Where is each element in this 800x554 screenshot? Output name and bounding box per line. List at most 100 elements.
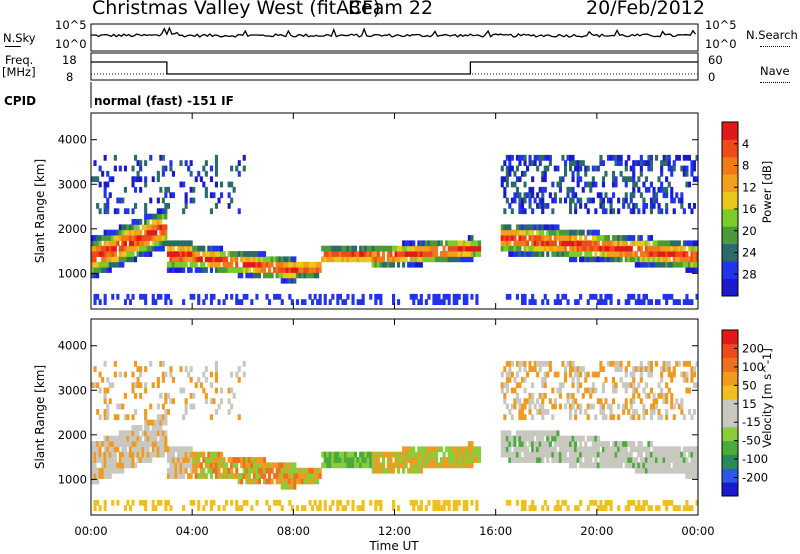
velocity-cell bbox=[128, 451, 132, 458]
velocity-cell bbox=[212, 499, 216, 506]
velocity-cell bbox=[687, 505, 691, 511]
power-cell bbox=[159, 245, 163, 252]
power-cell bbox=[644, 160, 648, 166]
velocity-cell bbox=[290, 483, 294, 490]
power-cell bbox=[682, 170, 686, 177]
velocity-cell bbox=[543, 382, 547, 389]
velocity-cell bbox=[518, 398, 522, 405]
velocity-cell bbox=[647, 505, 651, 511]
power-cell bbox=[136, 240, 140, 247]
power-cell bbox=[548, 154, 552, 161]
power-cell bbox=[187, 267, 191, 273]
power-cell bbox=[579, 251, 583, 257]
power-cell bbox=[131, 293, 135, 300]
power-cell bbox=[220, 267, 224, 273]
power-cell bbox=[134, 154, 138, 161]
power-cell bbox=[546, 229, 550, 236]
velocity-cell bbox=[465, 446, 469, 453]
velocity-cell bbox=[313, 467, 317, 474]
power-cell bbox=[108, 229, 112, 236]
power-cell bbox=[151, 299, 155, 305]
velocity-cell bbox=[536, 398, 540, 405]
velocity-cell bbox=[510, 435, 514, 442]
power-cell bbox=[227, 267, 231, 273]
velocity-cell bbox=[543, 446, 547, 453]
power-cell bbox=[316, 299, 320, 305]
velocity-cell bbox=[505, 441, 509, 447]
velocity-cell bbox=[116, 499, 120, 506]
power-cell bbox=[508, 154, 512, 161]
velocity-cell bbox=[141, 457, 145, 463]
velocity-cell bbox=[574, 414, 578, 421]
power-cell bbox=[609, 245, 613, 252]
power-cell bbox=[101, 170, 105, 177]
velocity-cell bbox=[214, 462, 218, 469]
velocity-cell bbox=[316, 473, 320, 479]
velocity-cell bbox=[576, 435, 580, 442]
velocity-cell bbox=[113, 457, 117, 463]
power-cell bbox=[617, 299, 621, 305]
velocity-cell bbox=[639, 398, 643, 405]
power-cell bbox=[624, 181, 628, 188]
power-cell bbox=[432, 245, 436, 252]
power-cell bbox=[169, 245, 173, 252]
velocity-cell bbox=[389, 457, 393, 463]
velocity-cell bbox=[478, 457, 482, 463]
velocity-cell bbox=[629, 403, 633, 410]
velocity-cell bbox=[548, 446, 552, 453]
velocity-cell bbox=[594, 457, 598, 463]
power-cell bbox=[665, 154, 669, 161]
velocity-cell bbox=[199, 473, 203, 479]
power-cell bbox=[255, 256, 259, 263]
velocity-cell bbox=[374, 451, 378, 458]
power-cell bbox=[222, 261, 226, 268]
power-cell bbox=[98, 208, 102, 215]
power-cell bbox=[93, 235, 97, 241]
power-cell bbox=[101, 245, 105, 252]
power-cell bbox=[121, 261, 125, 268]
velocity-cell bbox=[161, 376, 165, 383]
velocity-cell bbox=[579, 457, 583, 463]
power-cell bbox=[470, 245, 474, 252]
velocity-cell bbox=[432, 462, 436, 469]
colorbar-swatch bbox=[722, 174, 738, 192]
power-cell bbox=[692, 240, 696, 247]
velocity-cell bbox=[108, 382, 112, 389]
velocity-cell bbox=[161, 414, 165, 421]
velocity-cell bbox=[268, 462, 272, 469]
power-cell bbox=[642, 208, 646, 215]
power-cell bbox=[98, 299, 102, 305]
power-cell bbox=[179, 256, 183, 263]
power-cell bbox=[273, 256, 277, 263]
velocity-cell bbox=[655, 398, 659, 405]
power-cell bbox=[343, 299, 347, 305]
power-cell bbox=[131, 240, 135, 247]
velocity-cell bbox=[607, 451, 611, 458]
power-cell bbox=[154, 245, 158, 252]
power-cell bbox=[667, 165, 671, 172]
power-cell bbox=[601, 299, 605, 305]
power-cell bbox=[591, 240, 595, 247]
velocity-cell bbox=[404, 446, 408, 453]
velocity-cell bbox=[407, 446, 411, 453]
nsearch-legend-line bbox=[760, 46, 790, 47]
power-cell bbox=[690, 245, 694, 252]
power-cell bbox=[541, 154, 545, 161]
velocity-cell bbox=[617, 505, 621, 511]
velocity-cell bbox=[637, 392, 641, 399]
velocity-cell bbox=[318, 505, 322, 511]
power-cell bbox=[260, 261, 264, 268]
velocity-cell bbox=[622, 446, 626, 453]
power-cell bbox=[609, 299, 613, 305]
velocity-cell bbox=[376, 457, 380, 463]
power-cell bbox=[692, 261, 696, 268]
power-cell bbox=[531, 240, 535, 247]
velocity-cell bbox=[220, 473, 224, 479]
power-cell bbox=[255, 261, 259, 268]
power-cell bbox=[500, 229, 504, 236]
power-cell bbox=[209, 293, 213, 300]
power-cell bbox=[217, 197, 221, 204]
power-cell bbox=[361, 245, 365, 252]
power-cell bbox=[202, 299, 206, 305]
power-cell bbox=[637, 245, 641, 252]
